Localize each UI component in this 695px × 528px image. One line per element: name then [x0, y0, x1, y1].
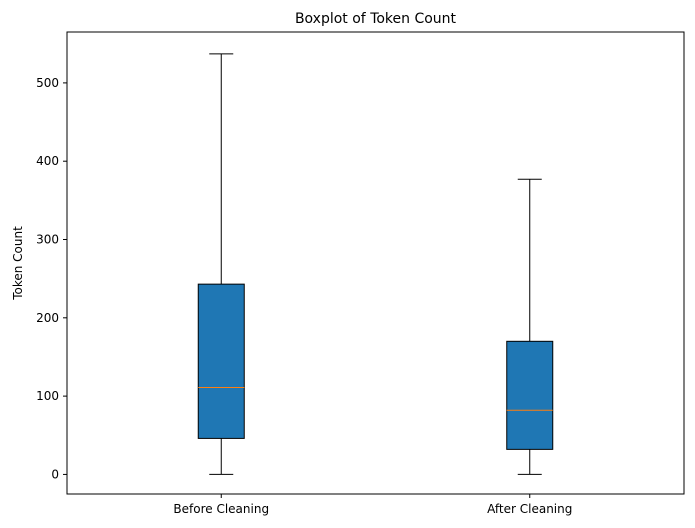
chart-title: Boxplot of Token Count	[295, 11, 457, 27]
box-iqr	[506, 340, 554, 450]
y-tick-label: 300	[36, 233, 59, 247]
y-tick-label: 500	[36, 76, 59, 90]
y-axis-label: Token Count	[11, 226, 25, 301]
x-axis-ticks: Before Cleaning After Cleaning	[173, 494, 572, 516]
x-tick-label: Before Cleaning	[173, 502, 269, 516]
y-tick-label: 200	[36, 311, 59, 325]
x-tick-label: After Cleaning	[487, 502, 572, 516]
box-group	[197, 53, 245, 475]
y-tick-label: 0	[51, 467, 59, 481]
y-axis-ticks: 0 100 200 300 400 500	[36, 76, 67, 481]
plot-frame	[66, 31, 685, 495]
box-series	[197, 53, 554, 475]
box-group	[506, 178, 554, 475]
y-tick-label: 100	[36, 389, 59, 403]
box-iqr	[197, 283, 245, 439]
y-tick-label: 400	[36, 154, 59, 168]
